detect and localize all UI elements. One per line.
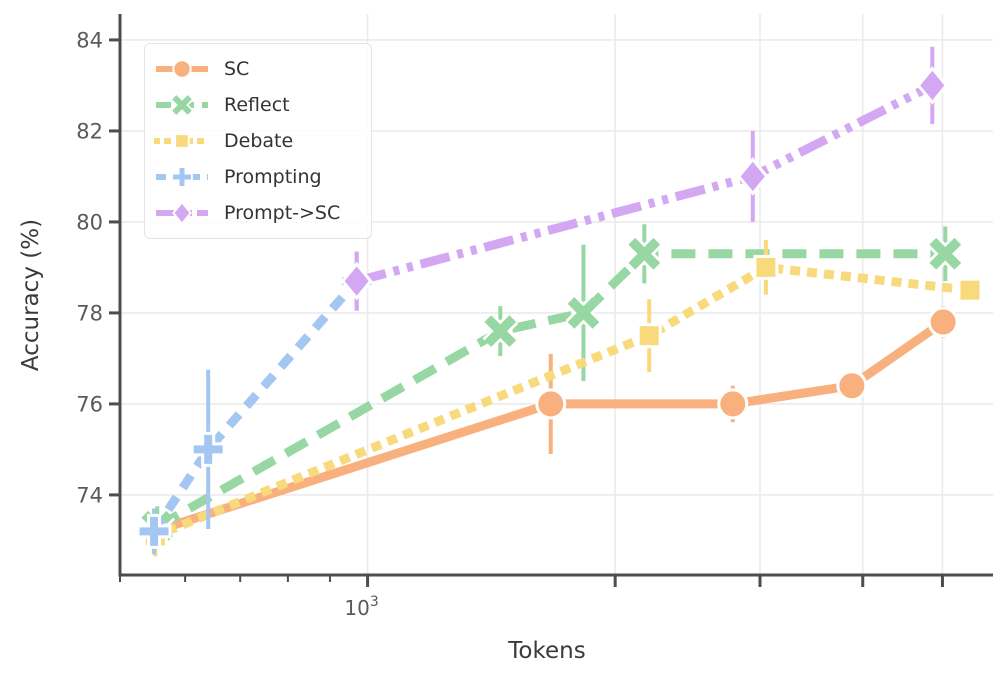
- prompt-sc-marker: [736, 157, 769, 196]
- legend-label-prompt-sc: Prompt->SC: [224, 202, 341, 224]
- line: [155, 249, 946, 531]
- debate-marker: [753, 254, 779, 280]
- axes: 74 76 78 80 82 84 103: [76, 14, 993, 620]
- diamond-marker-sample: [172, 200, 192, 226]
- legend-item-sc: SC: [154, 51, 371, 87]
- reflect-marker: [927, 235, 964, 272]
- plus-marker-sample: [171, 166, 193, 188]
- legend-item-reflect: Reflect: [154, 87, 371, 123]
- legend-label-reflect: Reflect: [224, 94, 290, 116]
- y-tick-label-82: 82: [76, 119, 103, 143]
- prompt-sc-marker: [916, 66, 949, 105]
- legend-line-sample-prompting: [156, 166, 208, 188]
- prompting-marker: [190, 431, 226, 467]
- legend-item-debate: Debate: [154, 123, 371, 159]
- reflect-marker: [565, 295, 602, 331]
- sc-marker: [836, 370, 868, 402]
- series-prompt-sc: [340, 46, 949, 311]
- legend-item-prompting: Prompting: [154, 159, 371, 195]
- reflect-marker: [626, 235, 663, 272]
- legend-label-debate: Debate: [224, 130, 294, 152]
- line: [152, 318, 946, 536]
- debate-marker: [636, 323, 662, 349]
- series-sc: [138, 306, 959, 555]
- series-prompting: [136, 251, 375, 555]
- legend-item-prompt-sc: Prompt->SC: [154, 195, 371, 231]
- line: [149, 262, 975, 542]
- square-marker-sample: [174, 133, 190, 149]
- x-tick-label-1000: 103: [344, 594, 378, 620]
- y-tick-label-84: 84: [76, 28, 103, 52]
- reflect-marker: [482, 313, 519, 349]
- legend: SC Reflect Debate Prompting Prompt->SC: [144, 43, 372, 239]
- y-tick-label-74: 74: [76, 483, 103, 507]
- prompting-marker: [136, 513, 172, 549]
- line: [150, 278, 361, 534]
- prompt-sc-marker: [340, 261, 373, 301]
- sc-marker: [927, 306, 959, 338]
- y-tick-label-80: 80: [76, 210, 103, 234]
- legend-line-sample-debate: [154, 133, 210, 149]
- sc-marker: [535, 388, 567, 420]
- sc-marker: [717, 388, 749, 420]
- circle-marker-sample: [172, 59, 192, 79]
- legend-line-sample-sc: [156, 59, 208, 79]
- legend-line-sample-prompt-sc: [156, 200, 208, 226]
- x-axis-label: Tokens: [508, 638, 586, 664]
- x-marker-sample: [170, 93, 194, 117]
- legend-label-sc: SC: [224, 58, 250, 80]
- y-tick-label-76: 76: [76, 392, 103, 416]
- y-axis-label: Accuracy (%): [18, 218, 44, 372]
- legend-line-sample-reflect: [156, 93, 208, 117]
- legend-label-prompting: Prompting: [224, 166, 322, 188]
- debate-marker: [957, 277, 983, 303]
- y-tick-label-78: 78: [76, 301, 103, 325]
